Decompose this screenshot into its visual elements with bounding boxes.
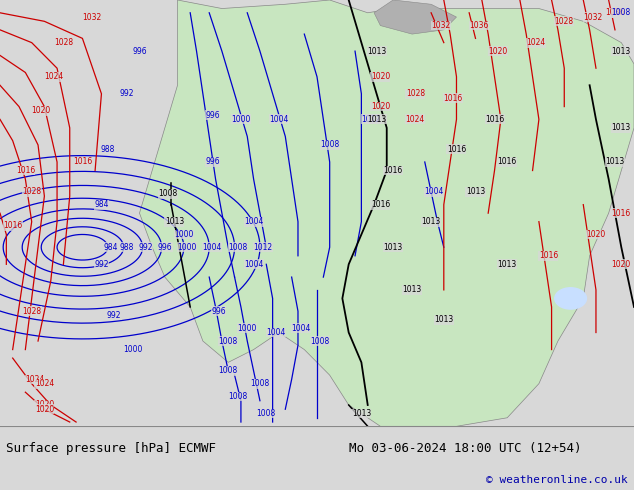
Text: 1008: 1008	[219, 367, 238, 375]
Text: 1004: 1004	[203, 243, 222, 252]
Text: 1032: 1032	[431, 21, 450, 30]
Text: 1028: 1028	[22, 187, 41, 196]
Polygon shape	[374, 0, 456, 34]
Text: 1016: 1016	[384, 166, 403, 175]
Text: 1016: 1016	[447, 145, 466, 154]
Text: 1004: 1004	[244, 260, 263, 269]
Text: 1028: 1028	[555, 17, 574, 26]
Text: 1013: 1013	[612, 123, 631, 132]
Text: 1036: 1036	[469, 21, 488, 30]
Text: Mo 03-06-2024 18:00 UTC (12+54): Mo 03-06-2024 18:00 UTC (12+54)	[349, 442, 581, 455]
Text: 988: 988	[120, 243, 134, 252]
Polygon shape	[0, 0, 634, 426]
Text: 1004: 1004	[292, 324, 311, 333]
Text: 1008: 1008	[612, 8, 631, 17]
Text: 1008: 1008	[257, 409, 276, 418]
Circle shape	[555, 288, 586, 309]
Text: 1000: 1000	[124, 345, 143, 354]
Text: 1024: 1024	[35, 379, 54, 388]
Text: 984: 984	[104, 243, 118, 252]
Text: 1013: 1013	[605, 157, 624, 167]
Text: 1008: 1008	[228, 243, 247, 252]
Text: 1016: 1016	[73, 157, 92, 167]
Text: 1024: 1024	[526, 38, 545, 47]
Text: 1016: 1016	[444, 94, 463, 102]
Text: 1020: 1020	[371, 102, 390, 111]
Text: 1028: 1028	[22, 307, 41, 316]
Text: 1032: 1032	[583, 13, 602, 22]
Text: 1016: 1016	[3, 221, 22, 230]
Text: 1008: 1008	[158, 190, 178, 198]
Text: 1024: 1024	[406, 115, 425, 124]
Text: 1012: 1012	[361, 115, 380, 124]
Text: 1013: 1013	[384, 243, 403, 252]
Text: 988: 988	[101, 145, 115, 154]
Text: 1032: 1032	[82, 13, 101, 22]
Text: 1028: 1028	[54, 38, 73, 47]
Text: 1016: 1016	[612, 209, 631, 218]
Text: 1013: 1013	[422, 217, 441, 226]
Text: 1020: 1020	[586, 230, 605, 239]
Text: 1013: 1013	[368, 115, 387, 124]
Text: 1016: 1016	[16, 166, 35, 175]
Text: 992: 992	[120, 89, 134, 98]
Text: 1016: 1016	[498, 157, 517, 167]
Text: 1024: 1024	[44, 72, 63, 81]
Text: 996: 996	[157, 243, 172, 252]
Text: 1004: 1004	[269, 115, 288, 124]
Text: 1000: 1000	[174, 230, 193, 239]
Text: 1013: 1013	[368, 47, 387, 56]
Text: 1008: 1008	[250, 379, 269, 388]
Text: 1000: 1000	[238, 324, 257, 333]
Text: 992: 992	[139, 243, 153, 252]
Text: 1004: 1004	[266, 328, 285, 337]
Text: 1020: 1020	[32, 106, 51, 115]
Text: 1016: 1016	[539, 251, 558, 260]
Text: 1020: 1020	[35, 400, 54, 410]
Text: 996: 996	[205, 157, 220, 167]
Text: 1000: 1000	[231, 115, 250, 124]
Text: 1016: 1016	[371, 200, 390, 209]
Text: 1020: 1020	[488, 47, 507, 56]
Text: 996: 996	[132, 47, 147, 56]
Text: 1028: 1028	[406, 89, 425, 98]
Text: 1020: 1020	[371, 72, 390, 81]
Text: 1008: 1008	[228, 392, 247, 401]
Text: 1024: 1024	[25, 375, 44, 384]
Text: 1013: 1013	[498, 260, 517, 269]
Text: 1013: 1013	[165, 217, 184, 226]
Text: 992: 992	[107, 311, 121, 320]
Text: 1020: 1020	[35, 405, 54, 414]
Text: 1008: 1008	[311, 337, 330, 345]
Text: Surface pressure [hPa] ECMWF: Surface pressure [hPa] ECMWF	[6, 442, 216, 455]
Text: 1013: 1013	[612, 47, 631, 56]
Text: 1008: 1008	[219, 337, 238, 345]
Text: 1013: 1013	[403, 285, 422, 294]
Text: 1012: 1012	[254, 243, 273, 252]
Text: 1004: 1004	[244, 217, 263, 226]
Text: 1000: 1000	[178, 243, 197, 252]
Text: 1013: 1013	[352, 409, 371, 418]
Text: 1013: 1013	[466, 187, 485, 196]
Text: 1016: 1016	[485, 115, 504, 124]
Text: 992: 992	[94, 260, 108, 269]
Text: 996: 996	[205, 111, 220, 120]
Polygon shape	[139, 0, 634, 426]
Text: 996: 996	[211, 307, 226, 316]
Text: 1020: 1020	[612, 260, 631, 269]
Text: 1008: 1008	[320, 141, 339, 149]
Text: 1036: 1036	[605, 8, 624, 17]
Text: 1013: 1013	[434, 315, 453, 324]
Text: © weatheronline.co.uk: © weatheronline.co.uk	[486, 475, 628, 486]
Text: 984: 984	[94, 200, 108, 209]
Text: 1004: 1004	[425, 187, 444, 196]
